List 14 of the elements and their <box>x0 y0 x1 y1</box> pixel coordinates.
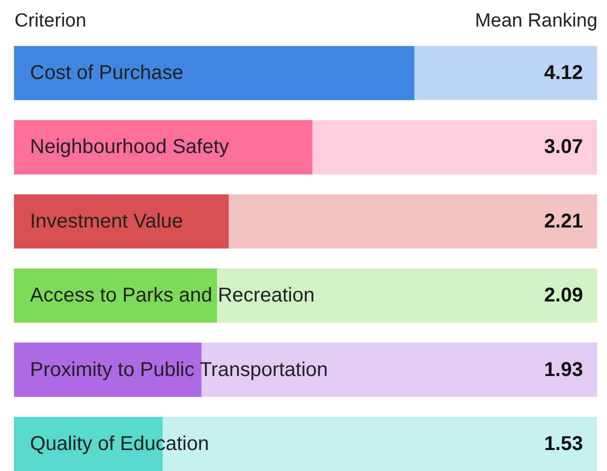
y-tick-label: Cost of Purchase <box>30 62 184 84</box>
data-label: 2.21 <box>544 210 583 232</box>
y-tick-label: Investment Value <box>30 210 184 232</box>
y-axis-title: Criterion <box>14 10 86 32</box>
x-axis-title: Mean Ranking <box>474 10 598 32</box>
data-label: 1.53 <box>544 432 583 455</box>
y-tick-label: Access to Parks and Recreation <box>30 284 315 307</box>
data-label: 3.07 <box>544 136 583 158</box>
data-label: 2.09 <box>544 284 583 307</box>
data-label: 1.93 <box>544 358 583 381</box>
y-tick-label: Proximity to Public Transportation <box>30 358 328 381</box>
y-tick-label: Neighbourhood Safety <box>30 136 230 158</box>
y-tick-label: Quality of Education <box>30 432 209 455</box>
data-label: 4.12 <box>544 62 583 84</box>
